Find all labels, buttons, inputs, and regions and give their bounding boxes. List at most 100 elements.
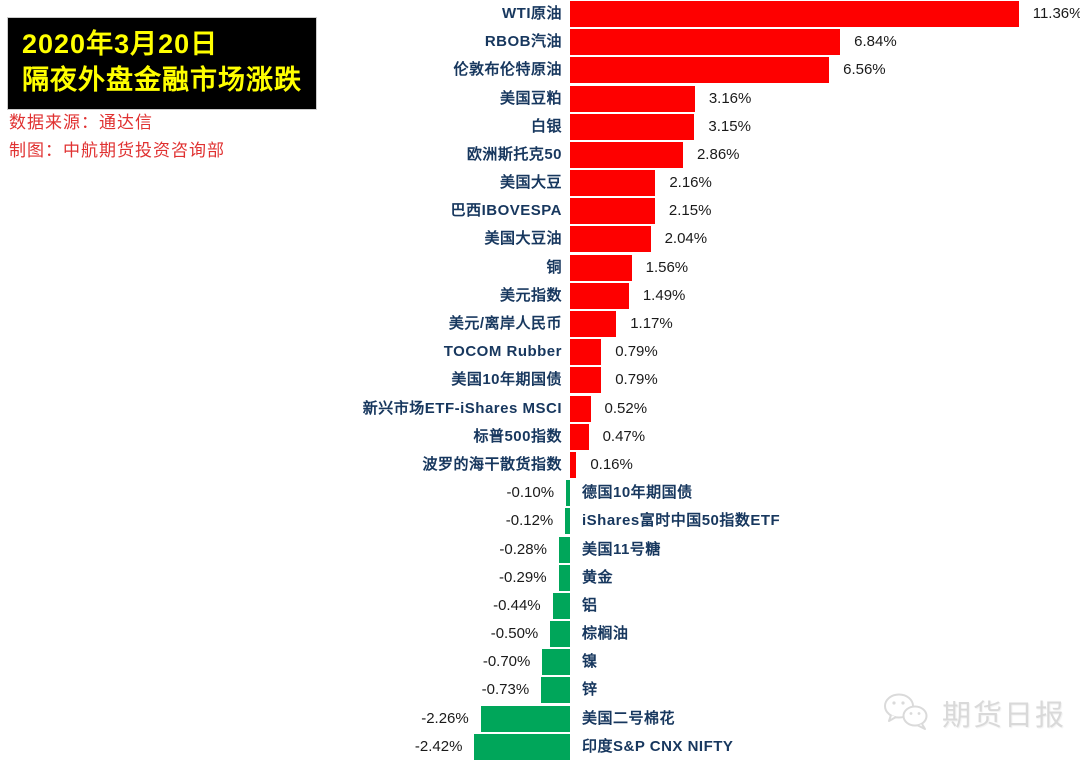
- value-label: 2.15%: [668, 202, 712, 220]
- value-label: 3.15%: [708, 117, 751, 135]
- chart-row: 美元/离岸人民币 1.17%: [0, 310, 1080, 338]
- chart-row: TOCOM Rubber 0.79%: [0, 338, 1080, 366]
- chart-row: 美元指数 1.49%: [0, 282, 1080, 310]
- bar-positive: [570, 367, 602, 394]
- chart-row: 美国大豆油 2.04%: [0, 225, 1080, 253]
- chart-title-text: 隔夜外盘金融市场涨跌: [22, 65, 302, 96]
- bar-negative: [565, 508, 570, 535]
- wechat-icon: [882, 692, 934, 734]
- value-label: 2.86%: [696, 145, 740, 163]
- bar-negative: [558, 536, 570, 563]
- bar-negative: [558, 564, 570, 591]
- chart-row: 印度S&P CNX NIFTY -2.42%: [0, 733, 1080, 761]
- chart-title-date: 2020年3月20日: [22, 29, 219, 59]
- chart-row: 新兴市场ETF-iShares MSCI 0.52%: [0, 395, 1080, 423]
- value-label: 0.47%: [602, 427, 646, 445]
- bar-positive: [570, 29, 841, 56]
- category-label: 美国11号糖: [582, 540, 661, 558]
- category-label: 铝: [582, 596, 598, 614]
- bar-negative: [566, 480, 570, 507]
- value-label: -0.10%: [506, 484, 555, 502]
- value-label: -2.26%: [421, 709, 469, 727]
- chart-credit-note: 制图：中航期货投资咨询部: [9, 141, 225, 160]
- chart-row: 铜 1.56%: [0, 254, 1080, 282]
- value-label: 0.16%: [590, 455, 633, 473]
- chart-row: 美国二号棉花 -2.26%: [0, 705, 1080, 733]
- chart-row: 标普500指数 0.47%: [0, 423, 1080, 451]
- chart-row: 美国10年期国债 0.79%: [0, 366, 1080, 394]
- bar-positive: [570, 339, 602, 366]
- watermark-text: 期货日报: [941, 700, 1066, 732]
- category-label: 锌: [582, 681, 598, 699]
- chart-row: 美国豆粕 3.16%: [0, 85, 1080, 113]
- value-label: -2.42%: [414, 737, 463, 755]
- chart-title-box: 2020年3月20日 隔夜外盘金融市场涨跌: [8, 18, 316, 109]
- category-label: TOCOM Rubber: [443, 343, 562, 361]
- category-label: 新兴市场ETF-iShares MSCI: [362, 399, 562, 417]
- value-label: -0.70%: [482, 653, 531, 671]
- chart-row: 美国11号糖 -0.28%: [0, 536, 1080, 564]
- category-label: 美国豆粕: [499, 89, 562, 107]
- bar-positive: [570, 451, 577, 478]
- chart-row: WTI原油 11.36%: [0, 0, 1080, 28]
- bar-negative: [550, 621, 570, 648]
- value-label: 2.16%: [669, 174, 712, 192]
- chart-row: 巴西IBOVESPA 2.15%: [0, 197, 1080, 225]
- bar-positive: [570, 113, 695, 140]
- category-label: 白银: [530, 117, 562, 135]
- bar-positive: [570, 423, 589, 450]
- bar-positive: [570, 57, 830, 84]
- bar-positive: [570, 198, 655, 225]
- value-label: -0.50%: [490, 625, 539, 643]
- chart-row: 白银 3.15%: [0, 113, 1080, 141]
- category-label: 德国10年期国债: [582, 484, 693, 502]
- chart-row: 美国大豆 2.16%: [0, 169, 1080, 197]
- category-label: 黄金: [582, 568, 614, 586]
- category-label: 棕榈油: [582, 625, 629, 643]
- chart-row: 欧洲斯托克50 2.86%: [0, 141, 1080, 169]
- bar-positive: [570, 170, 656, 197]
- value-label: 0.79%: [615, 343, 658, 361]
- value-label: -0.44%: [493, 596, 541, 614]
- value-label: 1.56%: [645, 258, 689, 276]
- value-label: 6.56%: [843, 61, 886, 79]
- category-label: 美国二号棉花: [582, 709, 676, 727]
- category-label: 伦敦布伦特原油: [453, 61, 562, 79]
- category-label: 美元/离岸人民币: [448, 315, 562, 333]
- chart-row: 黄金 -0.29%: [0, 564, 1080, 592]
- category-label: 标普500指数: [473, 427, 562, 445]
- category-label: 美国大豆油: [484, 230, 562, 248]
- chart-row: 德国10年期国债 -0.10%: [0, 479, 1080, 507]
- category-label: 欧洲斯托克50: [466, 145, 562, 163]
- data-source-note: 数据来源：通达信: [9, 113, 153, 132]
- category-label: RBOB汽油: [484, 33, 562, 51]
- value-label: -0.73%: [481, 681, 530, 699]
- value-label: 1.17%: [630, 315, 673, 333]
- category-label: 美元指数: [499, 286, 562, 304]
- chart-row: 铝 -0.44%: [0, 592, 1080, 620]
- category-label: iShares富时中国50指数ETF: [582, 512, 781, 530]
- bar-positive: [570, 85, 695, 112]
- category-label: 镍: [582, 653, 598, 671]
- category-label: 波罗的海干散货指数: [422, 455, 562, 473]
- bar-positive: [570, 282, 629, 309]
- category-label: 美国大豆: [499, 174, 562, 192]
- value-label: -0.28%: [499, 540, 547, 558]
- value-label: 2.04%: [664, 230, 708, 248]
- value-label: 1.49%: [642, 286, 686, 304]
- category-label: 铜: [546, 258, 562, 276]
- chart-row: 波罗的海干散货指数 0.16%: [0, 451, 1080, 479]
- chart-row: 锌 -0.73%: [0, 676, 1080, 704]
- value-label: 0.52%: [604, 399, 648, 417]
- bar-negative: [474, 733, 570, 760]
- bar-negative: [541, 677, 570, 704]
- value-label: 3.16%: [708, 89, 752, 107]
- value-label: 6.84%: [854, 33, 897, 51]
- chart-row: 棕榈油 -0.50%: [0, 620, 1080, 648]
- chart-row: iShares富时中国50指数ETF -0.12%: [0, 507, 1080, 535]
- bar-positive: [570, 311, 617, 338]
- bar-positive: [570, 254, 632, 281]
- category-label: WTI原油: [502, 5, 562, 22]
- watermark: 期货日报: [882, 692, 1066, 734]
